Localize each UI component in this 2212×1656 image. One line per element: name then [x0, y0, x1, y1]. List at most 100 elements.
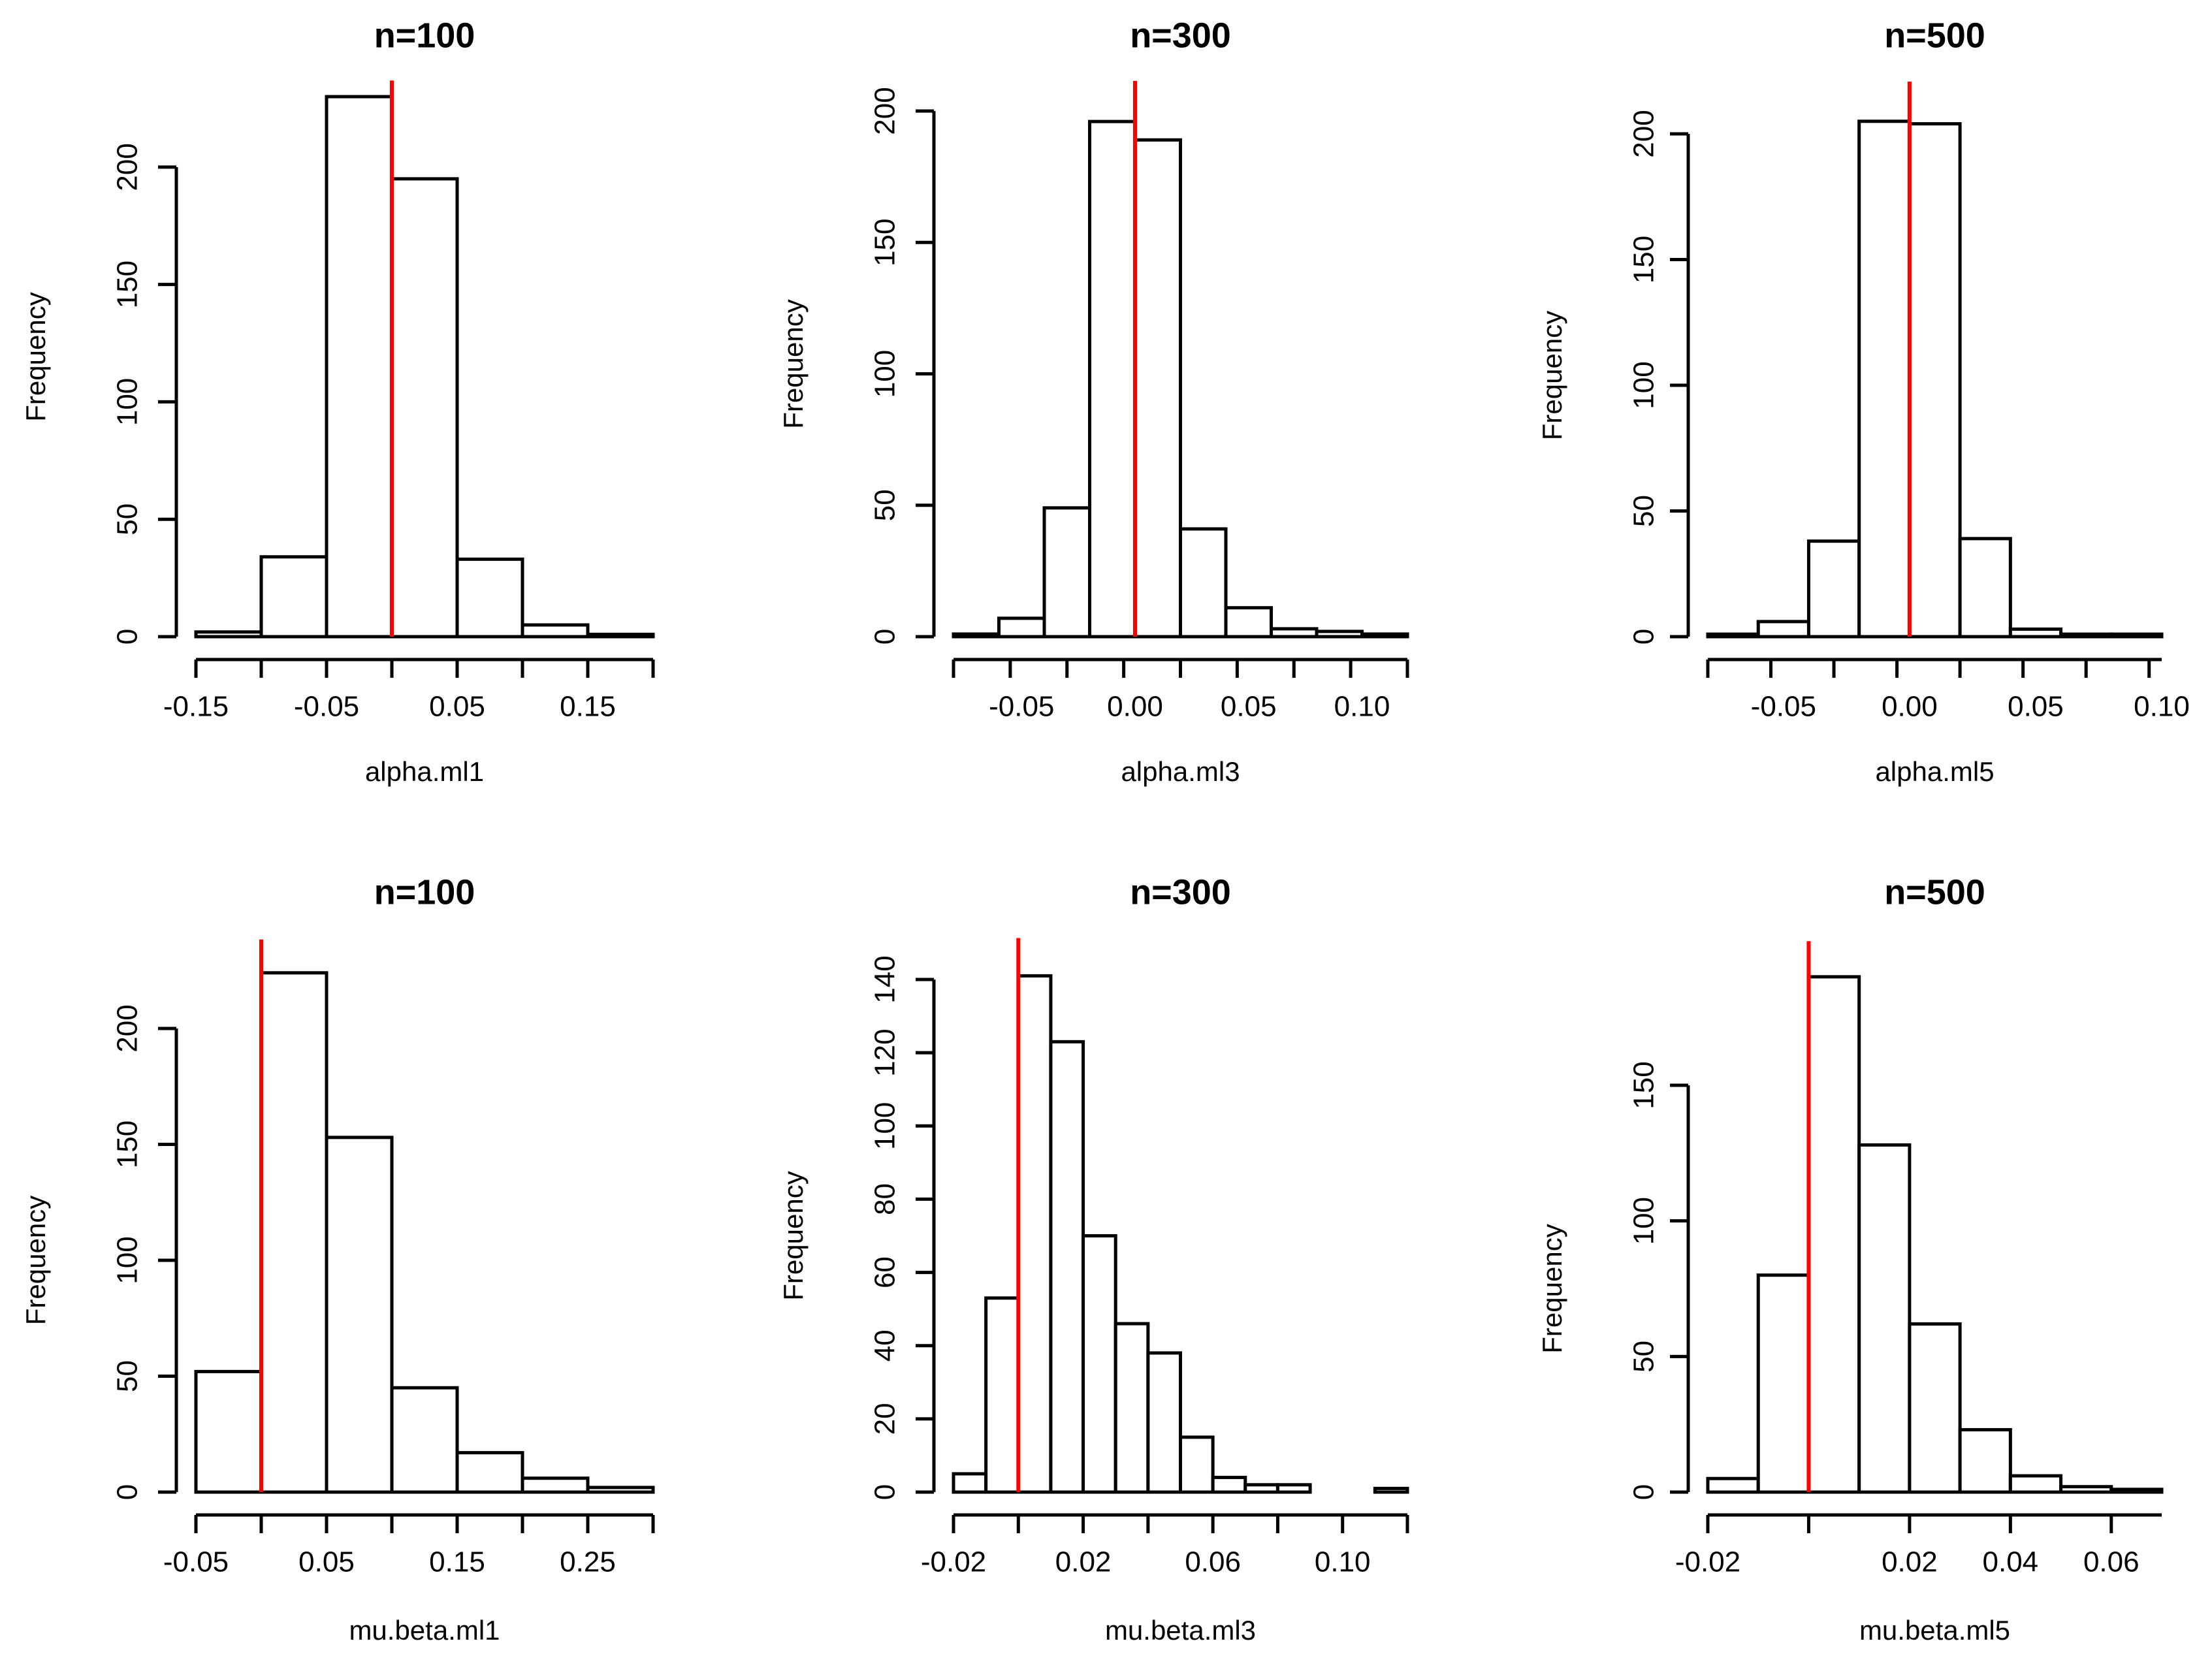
x-tick-label: 0.25 — [560, 1546, 616, 1578]
histogram-panel-5: n=300 -0.02 0.02 0.06 0.10 mu.beta.ml3 0 20 40 60… — [778, 872, 1409, 1646]
y-axis-label: Frequency — [20, 1196, 51, 1325]
y-tick-label: 100 — [112, 1236, 144, 1284]
y-axis-label: Frequency — [1537, 311, 1567, 440]
x-tick-label: 0.05 — [1221, 691, 1277, 723]
y-tick-label: 0 — [869, 629, 901, 645]
histogram-bar — [455, 1451, 524, 1494]
panel-title: n=100 — [374, 872, 475, 912]
x-tick-label: 0.05 — [298, 1546, 355, 1578]
histogram-bar — [1179, 527, 1228, 639]
y-tick-label: 200 — [869, 87, 901, 135]
y-tick-label: 0 — [112, 1484, 144, 1500]
histogram-panel-6: n=500 -0.02 0.02 0.04 0.06 mu.beta.ml5 0 50 100 1… — [1537, 872, 2164, 1646]
histogram-bar — [194, 1369, 263, 1494]
panel-title: n=500 — [1884, 16, 1985, 55]
histogram-bar — [586, 1486, 655, 1494]
x-axis-label: alpha.ml3 — [1121, 756, 1240, 787]
y-tick-label: 100 — [869, 1102, 901, 1150]
histogram-bar — [521, 623, 590, 639]
histogram-bar — [2109, 1488, 2164, 1494]
histogram-bar — [586, 632, 655, 639]
y-tick-label: 100 — [112, 378, 144, 426]
histogram-bar — [390, 177, 459, 639]
histogram-bar — [952, 632, 1001, 639]
y-tick-label: 50 — [869, 489, 901, 521]
y-axis-label: Frequency — [778, 299, 809, 428]
histogram-bar — [2059, 632, 2113, 639]
panel-title: n=100 — [374, 16, 475, 55]
x-tick-label: -0.05 — [294, 691, 359, 723]
y-tick-label: 60 — [869, 1256, 901, 1288]
histogram-bar — [259, 555, 329, 639]
histogram-bar — [1243, 1483, 1279, 1494]
y-tick-label: 200 — [112, 1004, 144, 1052]
y-tick-label: 150 — [1628, 1061, 1660, 1109]
x-tick-label: 0.06 — [2083, 1546, 2140, 1578]
y-tick-label: 150 — [112, 261, 144, 308]
histogram-bar — [1088, 119, 1137, 639]
x-axis-label: mu.beta.ml1 — [349, 1615, 500, 1646]
y-tick-label: 80 — [869, 1183, 901, 1215]
y-tick-label: 150 — [869, 219, 901, 266]
histogram-bar — [1133, 138, 1182, 639]
panel-title: n=300 — [1130, 16, 1231, 55]
histogram-panel-3: n=500 -0.05 0.00 0.05 0.10 alpha.ml5 0 50 100 150… — [1537, 16, 2190, 787]
x-tick-label: 0.10 — [2134, 691, 2190, 723]
histogram-panel-1: n=100 -0.15 -0.05 0.05 0.15 alpha.ml1 0 50 100 15… — [20, 16, 655, 787]
histogram-bar — [1270, 627, 1319, 639]
x-tick-label: -0.15 — [163, 691, 229, 723]
histogram-bar — [325, 95, 394, 639]
x-tick-label: 0.10 — [1315, 1546, 1371, 1578]
panel-title: n=500 — [1884, 872, 1985, 912]
x-axis-label: alpha.ml5 — [1875, 756, 1994, 787]
y-tick-label: 100 — [1628, 361, 1660, 409]
y-tick-label: 40 — [869, 1330, 901, 1361]
histogram-bar — [1082, 1234, 1117, 1494]
histogram-bar — [194, 630, 263, 639]
x-tick-label: -0.05 — [163, 1546, 229, 1578]
y-tick-label: 200 — [112, 143, 144, 191]
histogram-bar — [1114, 1322, 1150, 1494]
x-axis-label: mu.beta.ml3 — [1105, 1615, 1256, 1646]
x-tick-label: 0.05 — [2008, 691, 2064, 723]
x-tick-label: 0.15 — [429, 1546, 485, 1578]
histogram-bar — [952, 1472, 988, 1494]
histogram-bar — [1908, 122, 1962, 639]
y-tick-label: 150 — [112, 1121, 144, 1168]
histogram-bar — [1373, 1486, 1409, 1494]
x-tick-label: 0.10 — [1334, 691, 1390, 723]
panel-title: n=300 — [1130, 872, 1231, 912]
histogram-bar — [997, 616, 1046, 639]
x-tick-label: 0.05 — [429, 691, 485, 723]
y-axis-label: Frequency — [1537, 1224, 1567, 1353]
histogram-bar — [1275, 1483, 1312, 1494]
x-tick-label: 0.02 — [1882, 1546, 1938, 1578]
histogram-bar — [1806, 975, 1861, 1494]
histogram-bar — [984, 1296, 1020, 1494]
x-tick-label: 0.00 — [1107, 691, 1163, 723]
histogram-bar — [1806, 539, 1861, 639]
y-axis-label: Frequency — [20, 292, 51, 421]
histogram-bar — [1908, 1322, 1962, 1494]
y-tick-label: 0 — [869, 1484, 901, 1500]
x-tick-label: 0.00 — [1882, 691, 1938, 723]
x-tick-label: -0.02 — [1675, 1546, 1740, 1578]
histogram-panel-4: n=100 -0.05 0.05 0.15 0.25 mu.beta.ml1 0 50 100 1… — [20, 872, 655, 1646]
histogram-bar — [1756, 1273, 1810, 1494]
histogram-bar — [325, 1136, 394, 1494]
histogram-bar — [1224, 606, 1273, 639]
y-tick-label: 0 — [1628, 629, 1660, 645]
x-tick-label: -0.02 — [921, 1546, 986, 1578]
y-tick-label: 200 — [1628, 110, 1660, 157]
y-tick-label: 50 — [1628, 495, 1660, 527]
histogram-bar — [1706, 1476, 1760, 1494]
histogram-bar — [1857, 119, 1912, 639]
histogram-bar — [1016, 974, 1053, 1494]
y-tick-label: 150 — [1628, 236, 1660, 283]
y-axis-label: Frequency — [778, 1171, 809, 1300]
y-tick-label: 50 — [1628, 1341, 1660, 1373]
histogram-bar — [259, 971, 329, 1494]
x-tick-label: 0.02 — [1055, 1546, 1112, 1578]
